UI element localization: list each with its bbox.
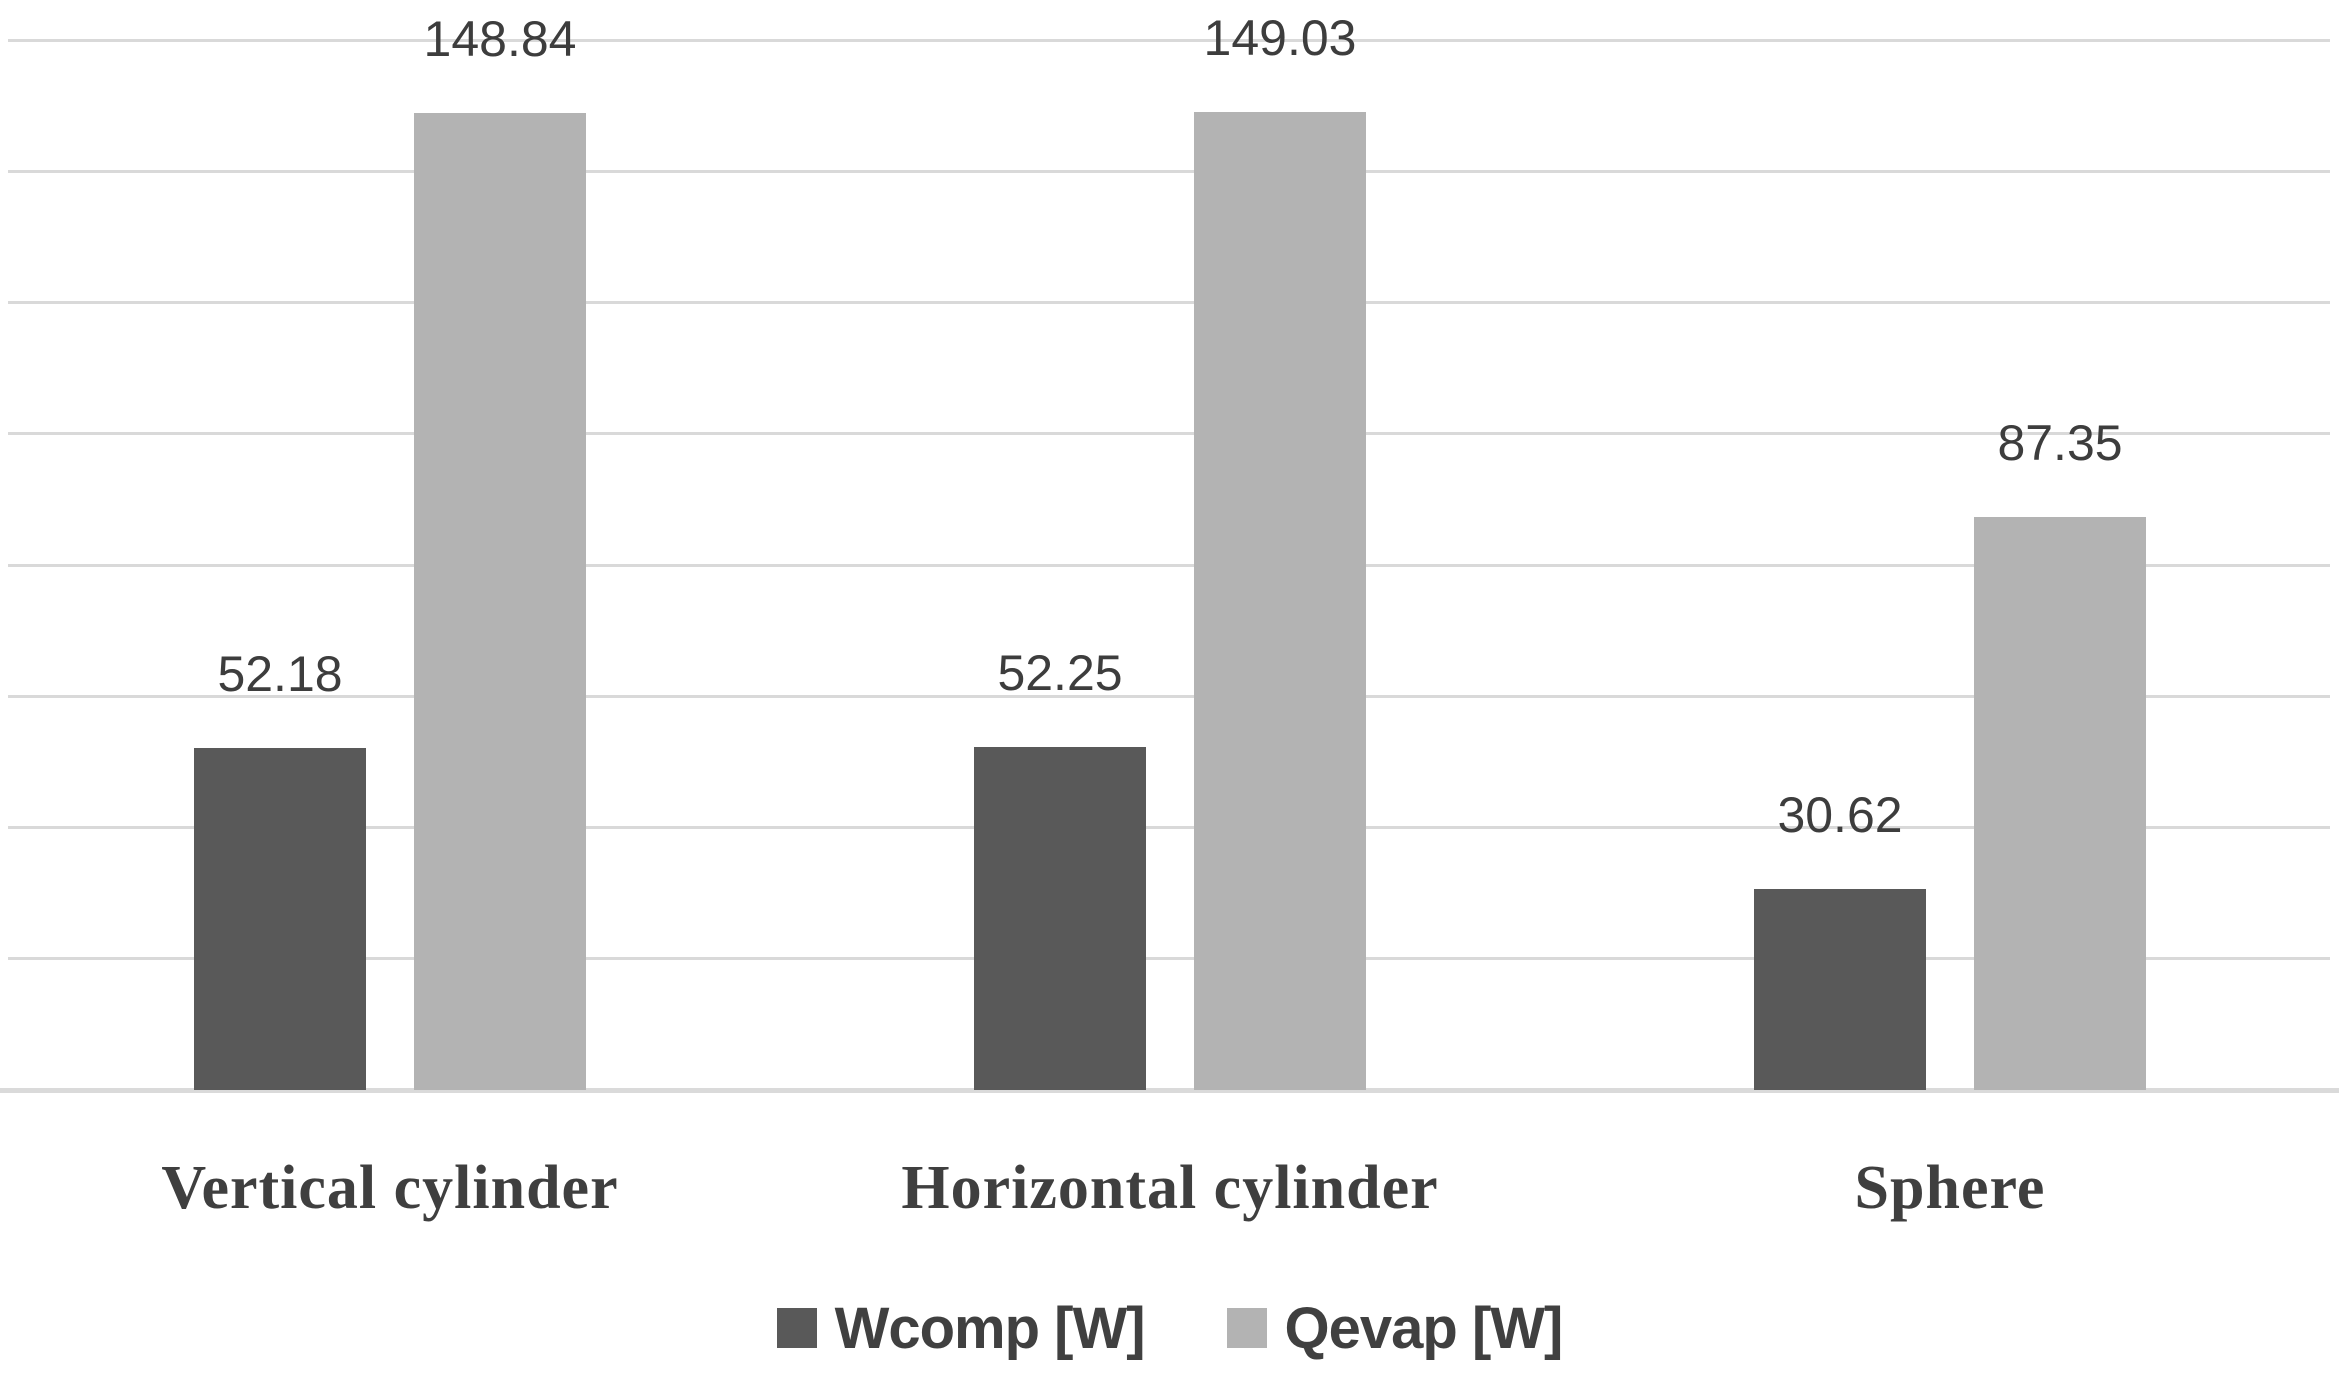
legend-swatch-qevap-icon bbox=[1226, 1308, 1267, 1348]
gridline bbox=[8, 301, 2330, 304]
category-label-sphere: Sphere bbox=[1854, 1154, 2046, 1222]
gridline bbox=[8, 826, 2330, 829]
data-label-qevap-sphere: 87.35 bbox=[1997, 414, 2123, 471]
data-label-wcomp-vertical-cylinder: 52.18 bbox=[217, 645, 343, 702]
bar-wcomp-sphere bbox=[1754, 889, 1926, 1090]
bar-wcomp-horizontal-cylinder bbox=[974, 747, 1146, 1090]
category-label-vertical-cylinder: Vertical cylinder bbox=[161, 1154, 619, 1222]
bar-qevap-vertical-cylinder bbox=[414, 113, 586, 1090]
plot-area: 52.18 148.84 52.25 149.03 30.62 87.35 bbox=[0, 9, 2339, 1093]
x-axis-line bbox=[0, 1088, 2339, 1093]
gridline bbox=[8, 563, 2330, 567]
legend-item-qevap: Qevap [W] bbox=[1226, 1295, 1564, 1362]
gridline bbox=[8, 38, 2330, 42]
gridline bbox=[8, 694, 2330, 698]
bar-qevap-sphere bbox=[1974, 516, 2146, 1090]
data-label-qevap-vertical-cylinder: 148.84 bbox=[423, 11, 577, 68]
data-label-wcomp-sphere: 30.62 bbox=[1777, 787, 1903, 844]
legend: Wcomp [W] Qevap [W] bbox=[0, 1288, 2339, 1368]
bar-qevap-horizontal-cylinder bbox=[1194, 111, 1366, 1090]
category-label-horizontal-cylinder: Horizontal cylinder bbox=[901, 1154, 1439, 1222]
data-label-wcomp-horizontal-cylinder: 52.25 bbox=[997, 645, 1123, 702]
legend-label-qevap: Qevap [W] bbox=[1284, 1295, 1564, 1361]
legend-item-wcomp: Wcomp [W] bbox=[776, 1295, 1146, 1362]
legend-swatch-wcomp-icon bbox=[776, 1308, 817, 1348]
gridline bbox=[8, 169, 2330, 173]
gridline bbox=[8, 957, 2330, 961]
bar-wcomp-vertical-cylinder bbox=[194, 747, 366, 1090]
legend-label-wcomp: Wcomp [W] bbox=[834, 1295, 1146, 1361]
gridline bbox=[8, 432, 2330, 436]
data-label-qevap-horizontal-cylinder: 149.03 bbox=[1203, 9, 1357, 66]
